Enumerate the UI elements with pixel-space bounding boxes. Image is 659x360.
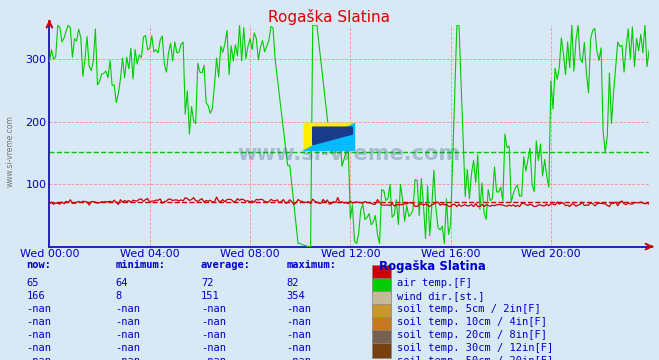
Polygon shape — [304, 123, 355, 150]
Text: 82: 82 — [287, 278, 299, 288]
Bar — [372, 343, 391, 358]
Text: www.si-vreme.com: www.si-vreme.com — [238, 144, 461, 163]
Text: -nan: -nan — [26, 343, 51, 353]
Text: -nan: -nan — [201, 356, 226, 360]
Bar — [372, 304, 391, 319]
Text: maximum:: maximum: — [287, 260, 337, 270]
Text: -nan: -nan — [201, 317, 226, 327]
Polygon shape — [313, 127, 353, 145]
Polygon shape — [304, 123, 355, 150]
Text: soil temp. 10cm / 4in[F]: soil temp. 10cm / 4in[F] — [397, 317, 547, 327]
Bar — [372, 265, 391, 280]
Text: -nan: -nan — [201, 330, 226, 340]
Text: -nan: -nan — [287, 317, 312, 327]
Text: soil temp. 30cm / 12in[F]: soil temp. 30cm / 12in[F] — [397, 343, 553, 353]
Text: Rogaška Slatina: Rogaška Slatina — [268, 9, 391, 25]
Text: -nan: -nan — [287, 330, 312, 340]
Text: 8: 8 — [115, 291, 121, 301]
Text: -nan: -nan — [26, 304, 51, 314]
Text: www.si-vreme.com: www.si-vreme.com — [5, 115, 14, 187]
Text: -nan: -nan — [287, 343, 312, 353]
Text: -nan: -nan — [201, 304, 226, 314]
Text: -nan: -nan — [115, 330, 140, 340]
Text: average:: average: — [201, 260, 251, 270]
Text: -nan: -nan — [115, 343, 140, 353]
Text: -nan: -nan — [287, 304, 312, 314]
Bar — [372, 291, 391, 306]
Text: 72: 72 — [201, 278, 214, 288]
Text: 166: 166 — [26, 291, 45, 301]
Text: minimum:: minimum: — [115, 260, 165, 270]
Text: soil temp. 20cm / 8in[F]: soil temp. 20cm / 8in[F] — [397, 330, 547, 340]
Text: soil temp. 5cm / 2in[F]: soil temp. 5cm / 2in[F] — [397, 304, 540, 314]
Text: -nan: -nan — [115, 304, 140, 314]
Text: -nan: -nan — [26, 330, 51, 340]
Text: 65: 65 — [26, 278, 39, 288]
Text: wind dir.[st.]: wind dir.[st.] — [397, 291, 484, 301]
Text: -nan: -nan — [115, 317, 140, 327]
Text: -nan: -nan — [115, 356, 140, 360]
Text: -nan: -nan — [287, 356, 312, 360]
Text: -nan: -nan — [26, 317, 51, 327]
Text: 64: 64 — [115, 278, 128, 288]
Bar — [372, 278, 391, 293]
Text: Rogaška Slatina: Rogaška Slatina — [379, 260, 486, 273]
Text: -nan: -nan — [26, 356, 51, 360]
Text: 151: 151 — [201, 291, 219, 301]
Bar — [372, 330, 391, 345]
Text: air temp.[F]: air temp.[F] — [397, 278, 472, 288]
Text: soil temp. 50cm / 20in[F]: soil temp. 50cm / 20in[F] — [397, 356, 553, 360]
Text: now:: now: — [26, 260, 51, 270]
Text: -nan: -nan — [201, 343, 226, 353]
Bar — [372, 317, 391, 332]
Text: 354: 354 — [287, 291, 305, 301]
